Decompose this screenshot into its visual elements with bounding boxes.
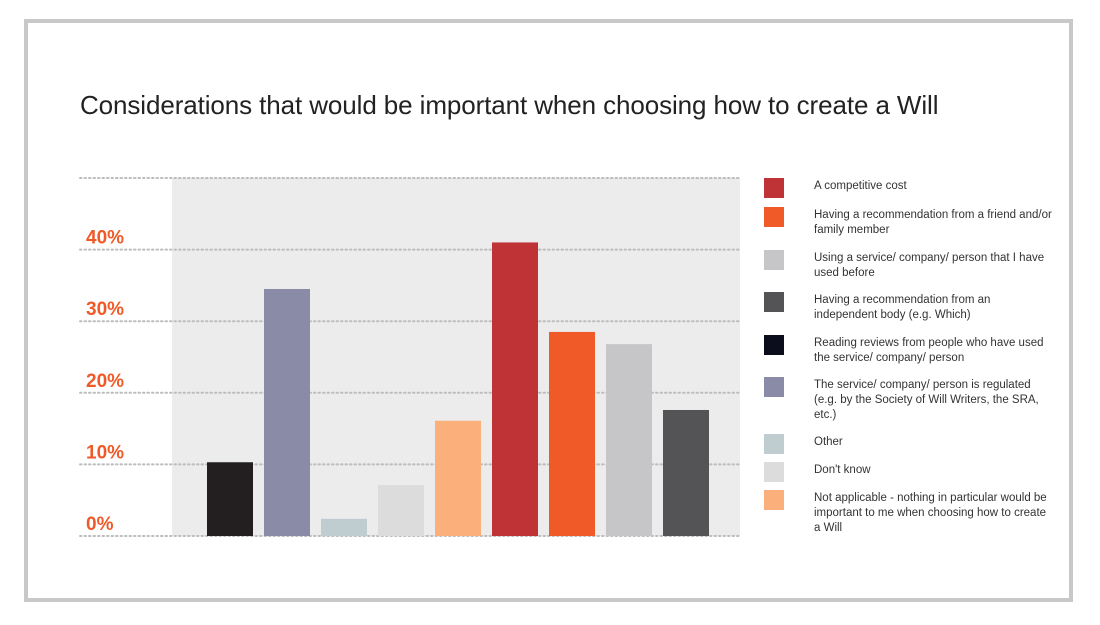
legend-label: Reading reviews from people who have use… [814, 337, 1044, 364]
legend-label: Don't know [814, 464, 871, 476]
y-tick-label: 30% [86, 299, 124, 320]
bar [663, 409, 709, 536]
bar [492, 242, 538, 536]
y-tick-label: 10% [86, 442, 124, 463]
bar [264, 288, 310, 536]
legend-swatch [764, 178, 784, 198]
legend-swatch [764, 490, 784, 510]
legend-swatch [764, 377, 784, 397]
legend-label: Having a recommendation from an independ… [814, 294, 991, 321]
bar [549, 331, 595, 536]
chart-title: Considerations that would be important w… [80, 90, 939, 120]
y-tick-label: 20% [86, 371, 124, 392]
bar [207, 462, 253, 536]
y-tick-label: 0% [86, 514, 114, 535]
legend-swatch [764, 335, 784, 355]
legend-swatch [764, 207, 784, 227]
legend-label: A competitive cost [814, 180, 907, 192]
legend-label: The service/ company/ person is regulate… [814, 379, 1039, 421]
legend-label: Not applicable - nothing in particular w… [814, 492, 1047, 534]
legend-label: Other [814, 436, 843, 448]
legend-label: Having a recommendation from a friend an… [814, 209, 1052, 236]
legend-swatch [764, 462, 784, 482]
bar [378, 485, 424, 536]
legend-swatch [764, 250, 784, 270]
legend-swatch [764, 292, 784, 312]
bar [606, 344, 652, 536]
bar [435, 420, 481, 536]
y-tick-label: 40% [86, 228, 124, 249]
legend-label: Using a service/ company/ person that I … [814, 252, 1045, 279]
legend-swatch [764, 434, 784, 454]
bar [321, 518, 367, 536]
